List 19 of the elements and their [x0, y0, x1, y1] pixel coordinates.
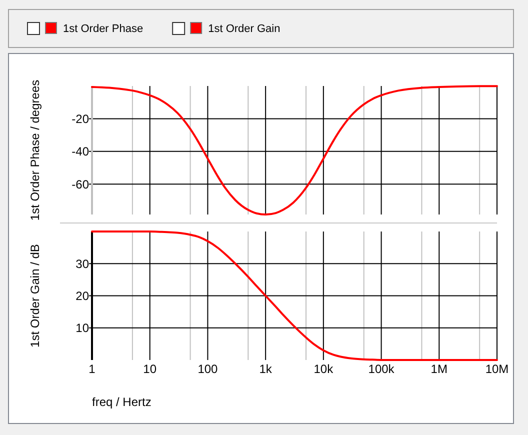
x-tick-label: 10 — [143, 362, 157, 376]
y-tick-label: 10 — [76, 321, 90, 336]
y-tick-label: 20 — [76, 288, 90, 303]
x-tick-label: 1 — [88, 362, 96, 376]
x-tick-label: 100k — [368, 362, 396, 376]
x-tick-label: 10M — [485, 362, 509, 376]
x-tick-label: 100 — [198, 362, 218, 376]
x-tick-label: 10k — [314, 362, 334, 376]
x-tick-label: 1M — [430, 362, 448, 376]
y-axis-title: 1st Order Phase / degrees — [28, 80, 42, 221]
legend-label: 1st Order Phase — [63, 22, 144, 35]
x-axis-title: freq / Hertz — [92, 395, 152, 409]
y-tick-label: 30 — [76, 256, 90, 271]
y-tick-label: -60 — [72, 177, 90, 192]
y-tick-label: -40 — [72, 144, 90, 159]
y-axis-title: 1st Order Gain / dB — [28, 244, 42, 348]
x-tick-label: 1k — [259, 362, 273, 376]
y-tick-label: -20 — [72, 112, 90, 126]
legend-label: 1st Order Gain — [208, 22, 280, 35]
